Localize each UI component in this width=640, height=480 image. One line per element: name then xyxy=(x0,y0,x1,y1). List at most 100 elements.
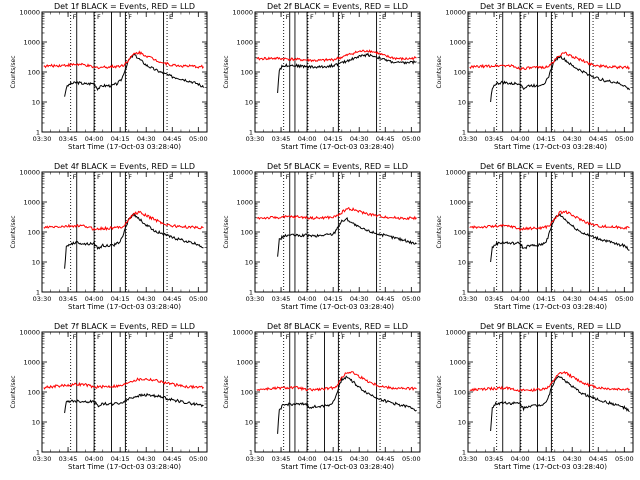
interval-marker-label: F xyxy=(310,173,314,181)
x-tick-label: 03:30 xyxy=(246,455,265,463)
x-tick-label: 04:30 xyxy=(350,455,369,463)
y-tick-label: 10 xyxy=(245,99,253,107)
plot-frame xyxy=(467,331,634,453)
x-tick-label: 04:00 xyxy=(85,295,104,303)
x-tick-label: 05:00 xyxy=(189,135,208,143)
interval-marker-label: F xyxy=(554,173,558,181)
x-tick-label: 03:45 xyxy=(272,295,291,303)
x-tick-label: 04:45 xyxy=(376,135,395,143)
x-tick-label: 04:15 xyxy=(324,295,343,303)
interval-marker-label: F xyxy=(499,13,503,21)
plot-frame xyxy=(41,171,208,293)
x-tick-label: 04:45 xyxy=(376,295,395,303)
x-tick-label: 03:30 xyxy=(246,135,265,143)
interval-marker-label: F xyxy=(341,173,345,181)
x-tick-label: 04:00 xyxy=(511,135,530,143)
x-tick-label: 03:30 xyxy=(33,295,52,303)
y-tick-label: 10 xyxy=(245,419,253,427)
y-tick-label: 100 xyxy=(241,69,253,77)
chart-title: Det 3f BLACK = Events, RED = LLD xyxy=(480,2,621,11)
series-line-events xyxy=(64,53,204,97)
x-tick-label: 04:45 xyxy=(163,295,182,303)
y-tick-label: 1 xyxy=(462,449,466,457)
plot-frame xyxy=(467,171,634,293)
x-tick-label: 04:30 xyxy=(137,135,156,143)
interval-marker-label: E xyxy=(169,13,173,21)
chart-title: Det 2f BLACK = Events, RED = LLD xyxy=(267,2,408,11)
chart-title: Det 5f BLACK = Events, RED = LLD xyxy=(267,162,408,171)
x-tick-label: 04:00 xyxy=(298,455,317,463)
y-tick-label: 10000 xyxy=(19,169,40,177)
x-tick-label: 03:45 xyxy=(485,135,504,143)
interval-marker-label: E xyxy=(382,333,386,341)
x-tick-label: 04:15 xyxy=(537,455,556,463)
x-tick-label: 04:00 xyxy=(511,295,530,303)
y-axis-label: Counts/sec xyxy=(436,375,443,408)
x-tick-label: 04:00 xyxy=(511,455,530,463)
interval-marker-label: F xyxy=(499,333,503,341)
x-tick-label: 03:30 xyxy=(33,135,52,143)
x-tick-label: 05:00 xyxy=(189,455,208,463)
plot-frame xyxy=(254,11,421,133)
series-line-lld xyxy=(256,206,417,221)
series-line-lld xyxy=(469,51,630,71)
x-tick-label: 03:30 xyxy=(459,455,478,463)
x-tick-label: 05:00 xyxy=(402,135,421,143)
x-axis-label: Start Time (17-Oct-03 03:28:40) xyxy=(68,303,181,311)
y-tick-label: 1 xyxy=(36,129,40,137)
x-tick-label: 04:45 xyxy=(589,455,608,463)
y-axis-label: Counts/sec xyxy=(10,375,17,408)
x-tick-label: 04:45 xyxy=(376,455,395,463)
x-tick-label: 03:45 xyxy=(59,455,78,463)
series-line-events xyxy=(277,52,417,94)
series-line-lld xyxy=(43,50,204,70)
x-tick-label: 04:00 xyxy=(298,295,317,303)
y-tick-label: 1 xyxy=(36,289,40,297)
x-tick-label: 04:15 xyxy=(324,135,343,143)
x-tick-label: 03:30 xyxy=(459,295,478,303)
x-tick-label: 03:45 xyxy=(59,295,78,303)
interval-marker-label: E xyxy=(595,173,599,181)
panel-2: Det 2f BLACK = Events, RED = LLD Start Ti… xyxy=(223,2,421,151)
interval-marker-label: F xyxy=(523,333,527,341)
x-tick-label: 05:00 xyxy=(615,295,634,303)
interval-marker-label: E xyxy=(382,173,386,181)
interval-marker-label: F xyxy=(97,13,101,21)
series-line-lld xyxy=(43,377,204,390)
series-line-events xyxy=(64,392,204,414)
series-line-events xyxy=(277,375,417,434)
interval-marker-label: E xyxy=(382,13,386,21)
interval-marker-label: F xyxy=(523,13,527,21)
chart-title: Det 4f BLACK = Events, RED = LLD xyxy=(54,162,195,171)
y-tick-label: 1 xyxy=(462,289,466,297)
interval-marker-label: F xyxy=(73,173,77,181)
x-axis-label: Start Time (17-Oct-03 03:28:40) xyxy=(281,143,394,151)
y-tick-label: 10 xyxy=(458,99,466,107)
x-axis-label: Start Time (17-Oct-03 03:28:40) xyxy=(494,143,607,151)
x-tick-label: 04:45 xyxy=(589,295,608,303)
chart-title: Det 9f BLACK = Events, RED = LLD xyxy=(480,322,621,331)
x-axis-label: Start Time (17-Oct-03 03:28:40) xyxy=(68,463,181,471)
series-line-lld xyxy=(256,371,417,392)
plot-frame xyxy=(467,11,634,133)
y-tick-label: 100 xyxy=(28,229,40,237)
y-axis-label: Counts/sec xyxy=(10,215,17,248)
y-tick-label: 10000 xyxy=(232,9,253,17)
x-tick-label: 04:30 xyxy=(563,135,582,143)
x-tick-label: 03:45 xyxy=(485,295,504,303)
x-axis-label: Start Time (17-Oct-03 03:28:40) xyxy=(68,143,181,151)
x-tick-label: 04:45 xyxy=(163,135,182,143)
series-line-events xyxy=(490,55,630,103)
interval-marker-label: E xyxy=(169,333,173,341)
x-tick-label: 05:00 xyxy=(615,135,634,143)
panel-7: Det 7f BLACK = Events, RED = LLD Start Ti… xyxy=(10,322,208,471)
x-tick-label: 05:00 xyxy=(402,295,421,303)
chart-title: Det 6f BLACK = Events, RED = LLD xyxy=(480,162,621,171)
y-axis-label: Counts/sec xyxy=(223,375,230,408)
x-tick-label: 03:30 xyxy=(459,135,478,143)
x-axis-label: Start Time (17-Oct-03 03:28:40) xyxy=(281,303,394,311)
x-axis-label: Start Time (17-Oct-03 03:28:40) xyxy=(281,463,394,471)
y-tick-label: 1000 xyxy=(23,359,40,367)
y-tick-label: 1000 xyxy=(449,39,466,47)
x-tick-label: 05:00 xyxy=(402,455,421,463)
